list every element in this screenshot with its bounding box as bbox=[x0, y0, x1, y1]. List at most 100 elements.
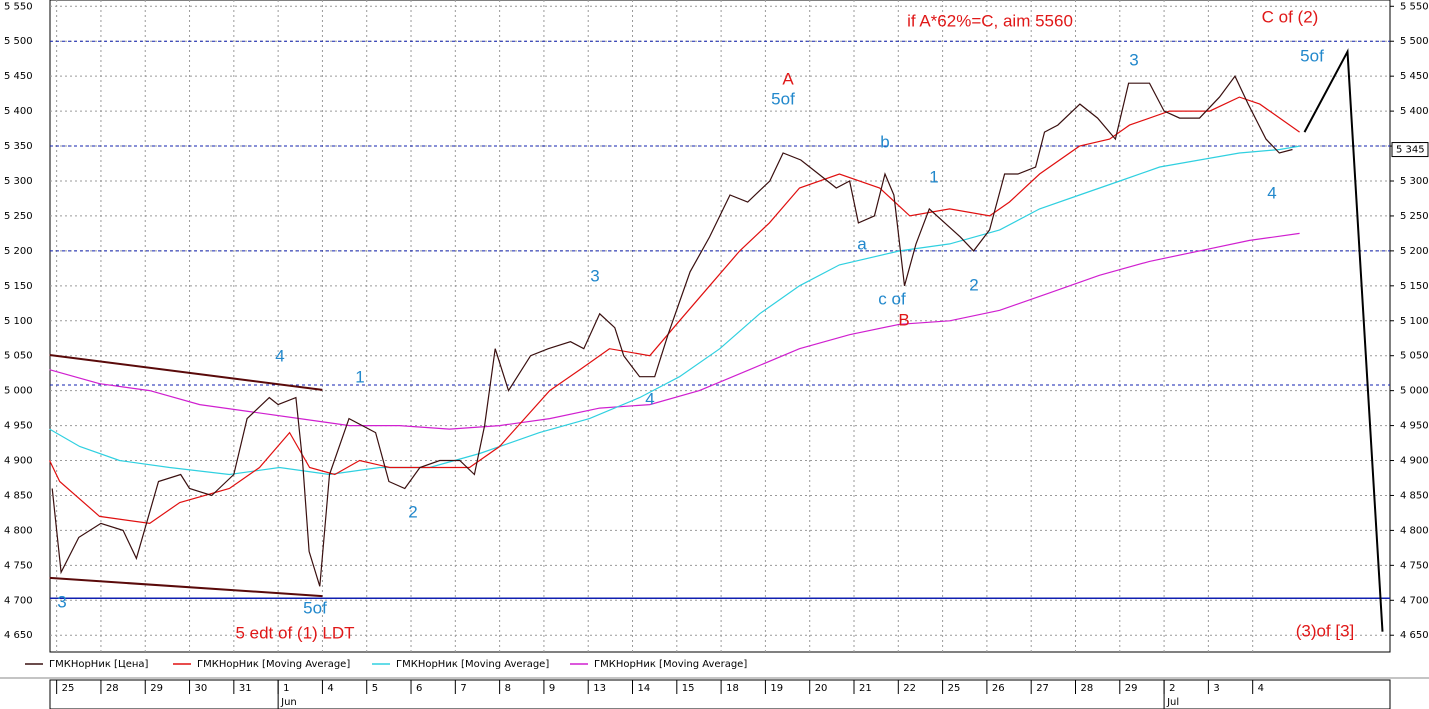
y-tick-label: 4 700 bbox=[4, 595, 33, 606]
y-tick-label-right: 5 050 bbox=[1400, 351, 1429, 362]
y-tick-label-right: 5 000 bbox=[1400, 386, 1429, 397]
y-tick-label-right: 5 150 bbox=[1400, 281, 1429, 292]
legend-label: ГМКНорНик [Moving Average] bbox=[594, 659, 747, 670]
plot-area bbox=[49, 0, 1391, 653]
y-tick-label-right: 5 500 bbox=[1400, 36, 1429, 47]
series-line bbox=[49, 145, 1300, 476]
annotation: 1 bbox=[355, 367, 364, 386]
x-tick-label: 6 bbox=[416, 683, 422, 694]
x-tick-label: 26 bbox=[992, 683, 1005, 694]
y-tick-label-right: 5 100 bbox=[1400, 316, 1429, 327]
x-tick-label: 22 bbox=[903, 683, 916, 694]
y-tick-label: 5 500 bbox=[4, 36, 33, 47]
x-tick-label: 13 bbox=[593, 683, 606, 694]
annotation: 3 bbox=[1129, 50, 1138, 69]
x-tick-label: 4 bbox=[1258, 683, 1264, 694]
month-label: Jun bbox=[280, 697, 297, 708]
annotation: C of (2) bbox=[1262, 7, 1319, 26]
x-tick-label: 29 bbox=[1125, 683, 1138, 694]
y-tick-label: 5 050 bbox=[4, 351, 33, 362]
y-tick-label: 5 450 bbox=[4, 71, 33, 82]
series-line bbox=[49, 232, 1300, 430]
annotation: 3 bbox=[590, 266, 599, 285]
y-tick-label: 4 950 bbox=[4, 421, 33, 432]
y-tick-label: 4 750 bbox=[4, 560, 33, 571]
y-tick-label: 5 150 bbox=[4, 281, 33, 292]
annotation: 2 bbox=[969, 275, 978, 294]
y-tick-label-right: 4 750 bbox=[1400, 560, 1429, 571]
x-tick-label: 8 bbox=[505, 683, 511, 694]
y-tick-label: 5 200 bbox=[4, 246, 33, 257]
y-tick-label: 5 300 bbox=[4, 176, 33, 187]
y-tick-label: 5 000 bbox=[4, 386, 33, 397]
x-tick-label: 2 bbox=[1169, 683, 1175, 694]
y-tick-label: 5 350 bbox=[4, 141, 33, 152]
annotation: 1 bbox=[929, 167, 938, 186]
y-tick-label-right: 5 400 bbox=[1400, 106, 1429, 117]
y-tick-label-right: 4 650 bbox=[1400, 630, 1429, 641]
annotation: b bbox=[880, 132, 889, 151]
y-tick-label-right: 4 900 bbox=[1400, 456, 1429, 467]
month-label: Jul bbox=[1166, 697, 1179, 708]
legend-label: ГМКНорНик [Moving Average] bbox=[396, 659, 549, 670]
price-tag-label: 5 345 bbox=[1396, 145, 1425, 156]
x-tick-label: 3 bbox=[1213, 683, 1219, 694]
y-tick-label-right: 4 950 bbox=[1400, 421, 1429, 432]
x-tick-label: 5 bbox=[372, 683, 378, 694]
x-tick-label: 18 bbox=[726, 683, 739, 694]
x-tick-label: 29 bbox=[150, 683, 163, 694]
y-tick-label-right: 5 550 bbox=[1400, 1, 1429, 12]
y-tick-label: 5 550 bbox=[4, 1, 33, 12]
x-tick-label: 31 bbox=[239, 683, 252, 694]
annotation: 5 edt of (1) LDT bbox=[235, 623, 354, 642]
annotation: a bbox=[857, 234, 867, 253]
series-line bbox=[49, 96, 1300, 525]
y-tick-label-right: 5 450 bbox=[1400, 71, 1429, 82]
annotation: 5of bbox=[771, 89, 795, 108]
x-tick-label: 15 bbox=[682, 683, 695, 694]
annotation: 4 bbox=[645, 389, 654, 408]
x-tick-label: 28 bbox=[106, 683, 119, 694]
y-tick-label-right: 4 850 bbox=[1400, 490, 1429, 501]
x-tick-label: 21 bbox=[859, 683, 872, 694]
y-tick-label: 5 100 bbox=[4, 316, 33, 327]
annotation: if A*62%=C, aim 5560 bbox=[907, 11, 1073, 30]
trend-line bbox=[49, 576, 323, 598]
annotation: 3 bbox=[57, 592, 66, 611]
annotation: B bbox=[898, 310, 909, 329]
legend-label: ГМКНорНик [Цена] bbox=[49, 659, 149, 670]
annotation: 5of bbox=[1300, 46, 1324, 65]
y-tick-label-right: 4 800 bbox=[1400, 525, 1429, 536]
x-tick-label: 25 bbox=[62, 683, 75, 694]
trend-line bbox=[49, 354, 323, 391]
price-tag bbox=[1391, 142, 1429, 158]
x-tick-label: 30 bbox=[195, 683, 208, 694]
y-tick-label: 4 650 bbox=[4, 630, 33, 641]
x-tick-label: 4 bbox=[327, 683, 333, 694]
x-tick-label: 7 bbox=[460, 683, 466, 694]
y-tick-label-right: 5 250 bbox=[1400, 211, 1429, 222]
annotation: 5of bbox=[303, 598, 327, 617]
y-tick-label: 4 850 bbox=[4, 490, 33, 501]
x-tick-label: 19 bbox=[770, 683, 783, 694]
projection-line bbox=[1303, 48, 1384, 632]
y-tick-label: 5 250 bbox=[4, 211, 33, 222]
x-tick-label: 25 bbox=[948, 683, 961, 694]
y-tick-label: 4 900 bbox=[4, 456, 33, 467]
x-tick-label: 28 bbox=[1080, 683, 1093, 694]
annotation: 4 bbox=[275, 346, 284, 365]
x-tick-label: 27 bbox=[1036, 683, 1049, 694]
y-tick-label-right: 4 700 bbox=[1400, 595, 1429, 606]
y-tick-label-right: 5 200 bbox=[1400, 246, 1429, 257]
annotation: 4 bbox=[1267, 183, 1276, 202]
annotation: 2 bbox=[408, 502, 417, 521]
y-tick-label-right: 5 300 bbox=[1400, 176, 1429, 187]
annotation: (3)of [3] bbox=[1296, 621, 1355, 640]
annotation: c of bbox=[878, 289, 906, 308]
x-tick-label: 9 bbox=[549, 683, 555, 694]
y-tick-label: 5 400 bbox=[4, 106, 33, 117]
x-tick-label: 14 bbox=[638, 683, 651, 694]
legend-label: ГМКНорНик [Moving Average] bbox=[197, 659, 350, 670]
x-tick-label: 20 bbox=[815, 683, 828, 694]
